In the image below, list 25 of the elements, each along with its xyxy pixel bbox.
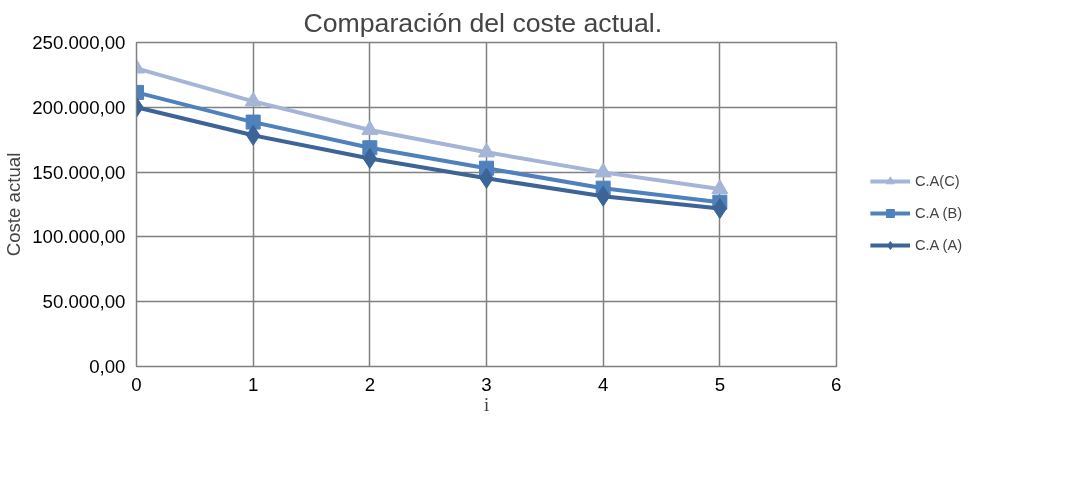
chart-title: Comparación del coste actual. [303, 7, 663, 38]
y-tick-label: 150.000,00 [32, 161, 126, 183]
x-tick-label: 4 [597, 373, 609, 395]
point [361, 120, 379, 136]
point [594, 162, 612, 178]
y-tick-label: 100.000,00 [32, 226, 126, 248]
x-tick-label: 0 [131, 373, 142, 395]
legend-label: C.A (A) [914, 236, 963, 253]
y-tick-label: 50.000,00 [42, 291, 126, 313]
y-axis-title: Coste actual [3, 152, 25, 257]
point [478, 142, 495, 158]
y-tick-label: 200.000,00 [32, 96, 126, 118]
point [244, 91, 262, 107]
x-tick-label: 1 [247, 373, 259, 395]
x-tick-label: 3 [481, 373, 492, 395]
legend-label: C.A (B) [914, 204, 963, 221]
x-tick-label: 5 [714, 373, 726, 395]
y-tick-label: 0,00 [89, 356, 126, 377]
point [245, 114, 261, 130]
x-axis-title: i [483, 393, 490, 415]
point [711, 179, 729, 195]
legend-label: C.A(C) [914, 172, 960, 189]
x-tick-label: 6 [831, 373, 842, 395]
x-tick-label: 2 [364, 373, 376, 395]
y-tick-label: 250.000,00 [32, 32, 126, 53]
